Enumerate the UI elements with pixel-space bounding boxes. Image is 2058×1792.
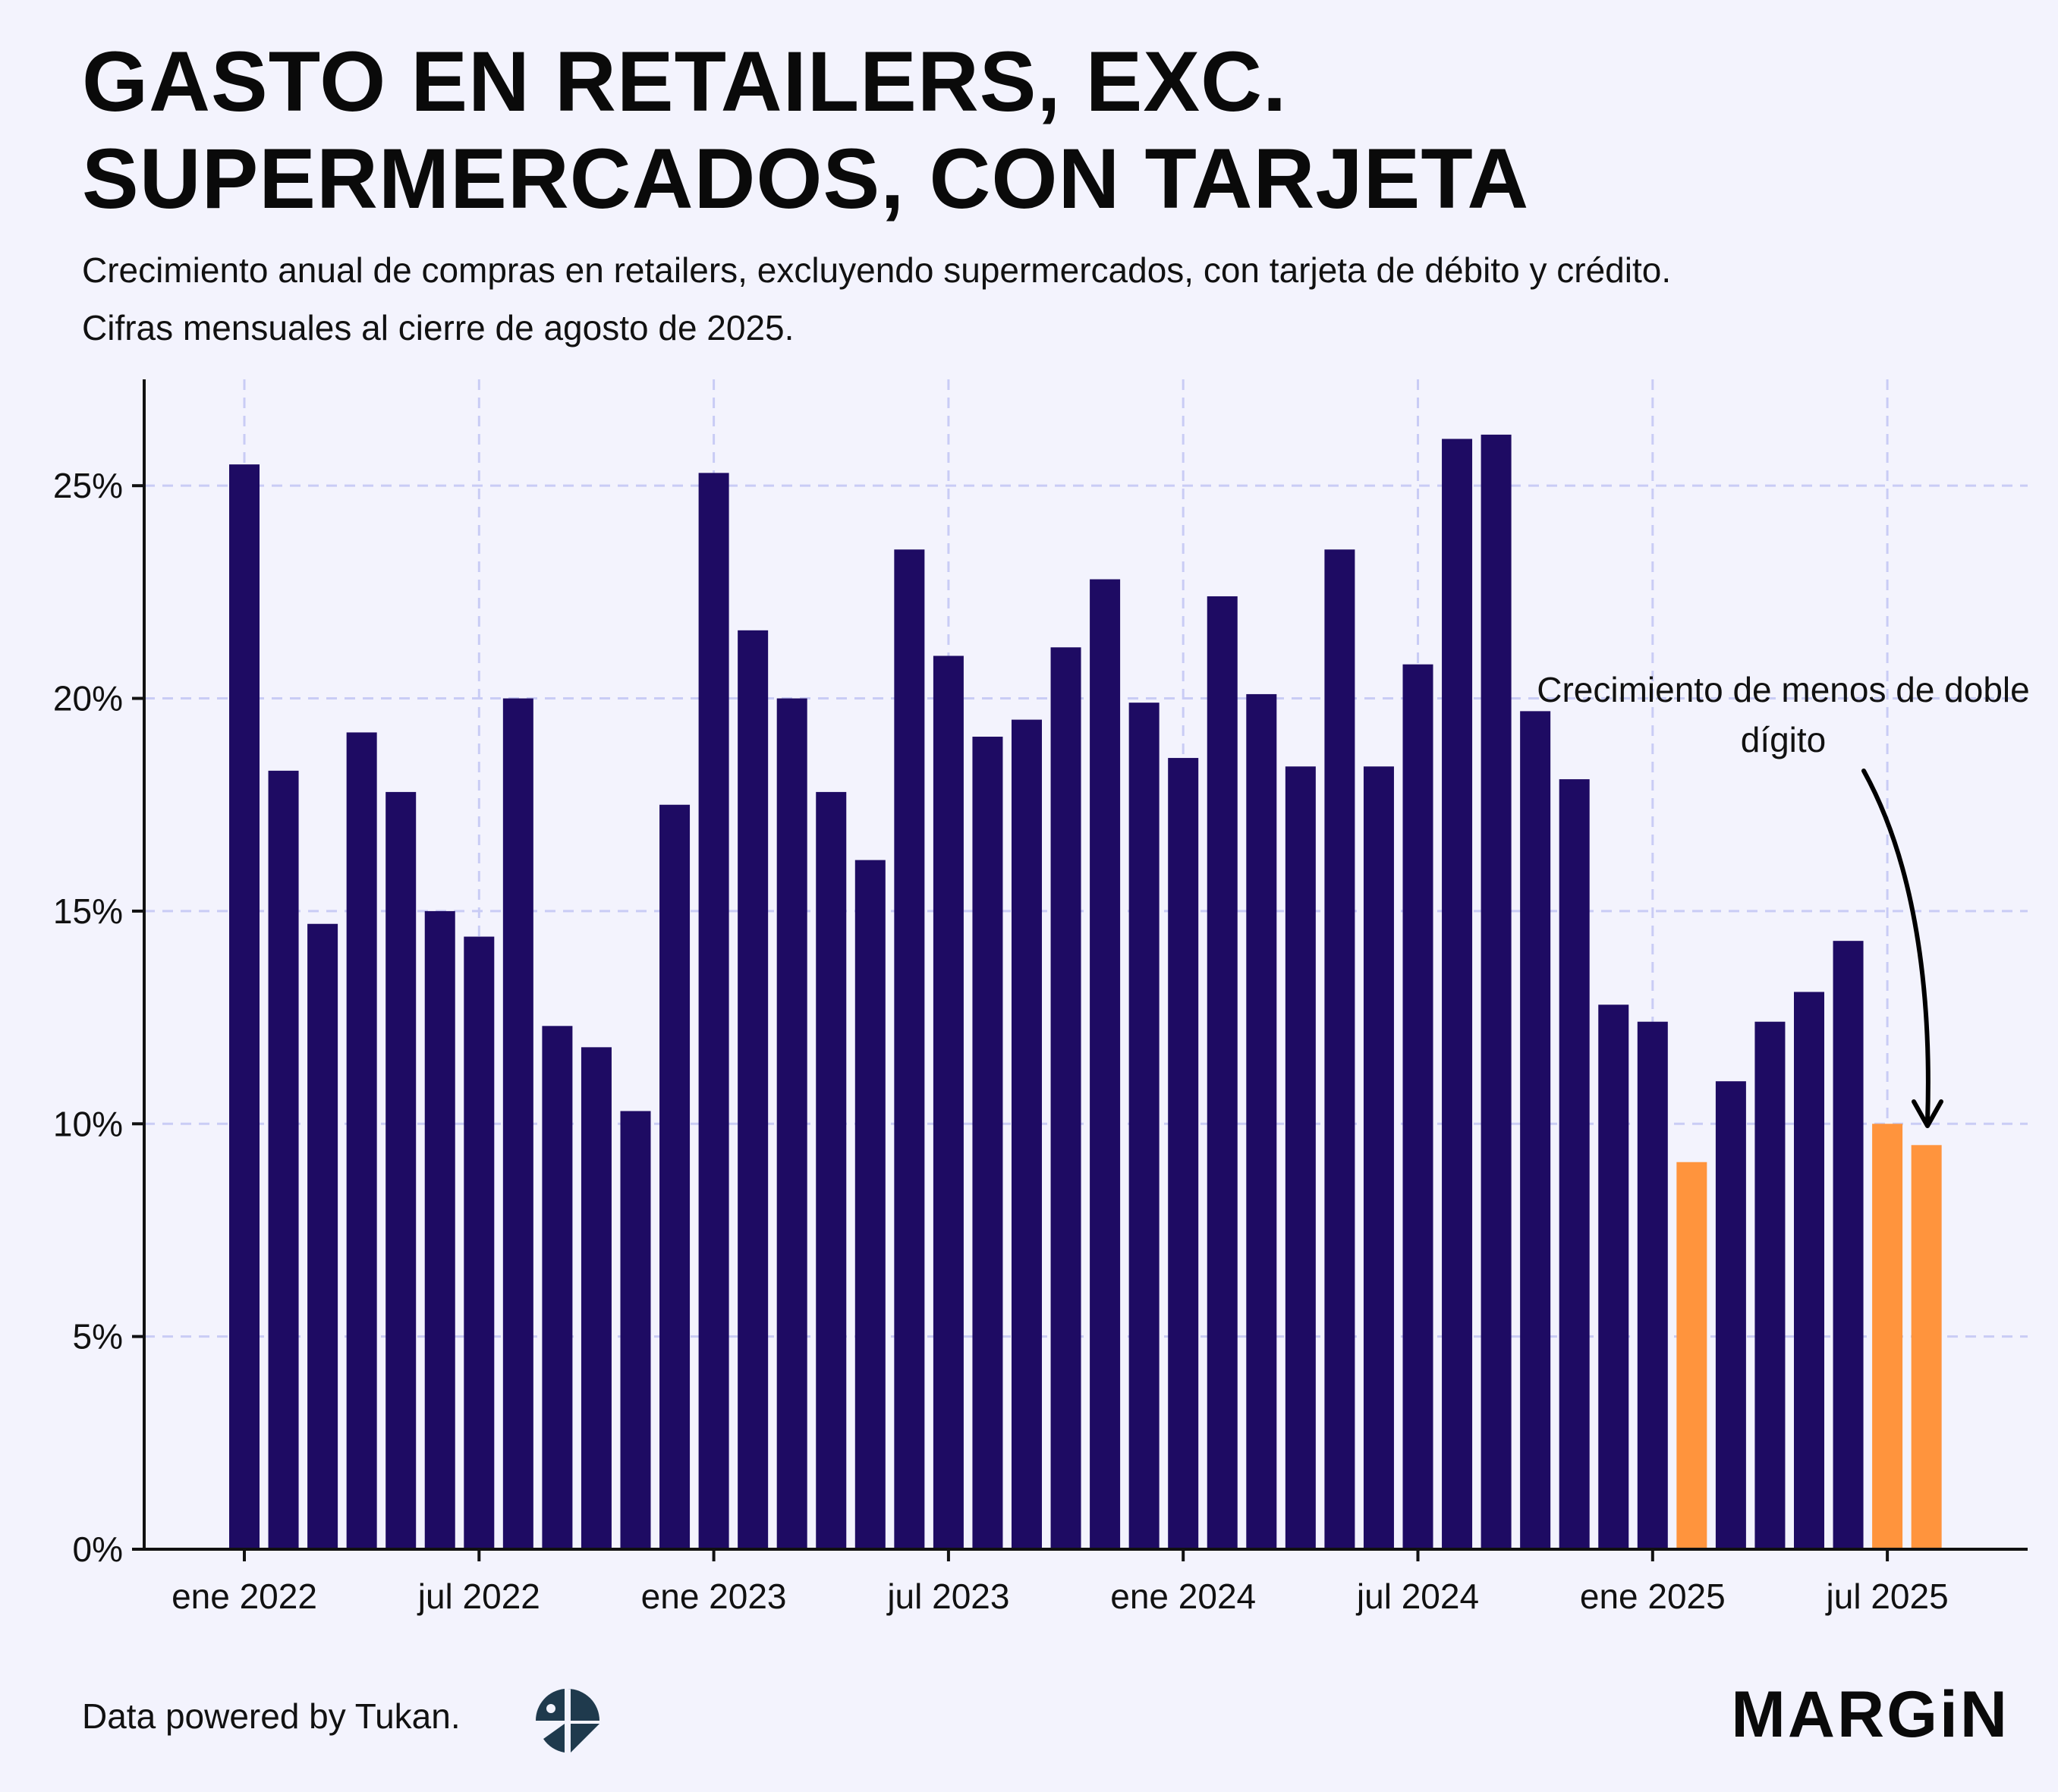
bar-sep-2023 <box>1012 719 1042 1550</box>
bar-feb-2024 <box>1207 596 1238 1549</box>
data-source: Data powered by Tukan. <box>82 1696 461 1736</box>
annotation-arrow-line <box>1861 769 1931 1124</box>
y-tick-label: 25% <box>53 466 123 505</box>
annotation-arrowhead-icon <box>1912 1099 1943 1128</box>
x-tick-label: jul 2024 <box>1355 1577 1479 1616</box>
bar-mar-2025 <box>1715 1081 1746 1549</box>
bar-ene-2024 <box>1168 758 1199 1549</box>
bar-jun-2024 <box>1363 766 1394 1549</box>
bar-oct-2022 <box>581 1047 612 1549</box>
bar-jun-2023 <box>894 549 925 1549</box>
bar-sep-2022 <box>542 1026 573 1549</box>
bar-feb-2025 <box>1676 1162 1707 1549</box>
bar-dic-2024 <box>1598 1004 1629 1549</box>
bar-nov-2022 <box>620 1111 651 1549</box>
bar-abr-2025 <box>1754 1021 1786 1549</box>
bar-oct-2023 <box>1050 647 1081 1549</box>
subtitle-line-2: Cifras mensuales al cierre de agosto de … <box>82 308 795 347</box>
x-tick-labels: ene 2022 jul 2022 ene 2023 jul 2023 ene 2024… <box>172 1577 1949 1616</box>
y-tick-label: 15% <box>53 891 123 931</box>
bar-may-2024 <box>1324 549 1355 1549</box>
subtitle-line-1: Crecimiento anual de compras en retailer… <box>82 250 1672 290</box>
margin-brand-logo: MARGiN <box>1731 1678 2009 1751</box>
bar-jul-2022 <box>464 936 495 1549</box>
bar-ago-2023 <box>972 737 1003 1549</box>
bar-jul-2023 <box>933 655 964 1550</box>
tukan-logo-icon <box>535 1689 599 1753</box>
bar-sep-2024 <box>1481 434 1512 1549</box>
bar-ago-2024 <box>1442 439 1473 1549</box>
bar-may-2022 <box>385 791 417 1549</box>
y-tick-label: 0% <box>73 1529 123 1569</box>
bar-abr-2022 <box>346 732 377 1550</box>
x-tick-label: jul 2022 <box>417 1577 540 1616</box>
y-tick-label: 10% <box>53 1104 123 1143</box>
bars <box>229 434 1942 1550</box>
bar-nov-2023 <box>1090 579 1121 1550</box>
chart-subtitle: Crecimiento anual de compras en retailer… <box>82 241 2025 357</box>
x-tick-label: ene 2023 <box>641 1577 787 1616</box>
x-tick-label: jul 2023 <box>886 1577 1009 1616</box>
bar-jul-2025 <box>1872 1124 1903 1549</box>
bar-jun-2022 <box>424 910 455 1549</box>
y-tick-label: 20% <box>53 679 123 718</box>
bar-mar-2023 <box>776 698 807 1550</box>
bar-jul-2024 <box>1402 664 1433 1549</box>
y-tick-label: 5% <box>73 1317 123 1357</box>
y-tick-labels: 0% 5% 10% 15% 20% 25% <box>53 466 123 1569</box>
bar-mar-2022 <box>307 923 338 1549</box>
bar-ene-2022 <box>229 464 260 1549</box>
x-tick-label: ene 2024 <box>1110 1577 1256 1616</box>
x-tick-label: ene 2022 <box>172 1577 317 1616</box>
bar-ago-2025 <box>1911 1145 1942 1549</box>
bar-nov-2024 <box>1559 779 1590 1549</box>
bar-may-2023 <box>854 860 886 1549</box>
bar-abr-2024 <box>1285 766 1316 1549</box>
bar-dic-2022 <box>659 804 691 1549</box>
bar-oct-2024 <box>1520 711 1551 1550</box>
bar-dic-2023 <box>1128 703 1160 1549</box>
bar-mar-2024 <box>1246 693 1277 1549</box>
x-tick-label: ene 2025 <box>1580 1577 1726 1616</box>
bar-ago-2022 <box>502 698 533 1550</box>
bar-abr-2023 <box>816 791 847 1549</box>
axes <box>132 379 2028 1561</box>
bar-feb-2023 <box>738 630 769 1549</box>
bar-jun-2025 <box>1833 941 1864 1549</box>
bar-feb-2022 <box>268 770 299 1549</box>
bar-ene-2025 <box>1637 1021 1668 1549</box>
x-tick-label: jul 2025 <box>1825 1577 1949 1616</box>
annotation-arrow <box>1861 769 1943 1128</box>
annotation-text: Crecimiento de menos de doble dígito <box>1537 670 2030 759</box>
bar-ene-2023 <box>698 473 729 1549</box>
chart-title: GASTO EN RETAILERS, EXC. SUPERMERCADOS, … <box>82 34 1530 226</box>
bar-may-2025 <box>1794 992 1824 1549</box>
